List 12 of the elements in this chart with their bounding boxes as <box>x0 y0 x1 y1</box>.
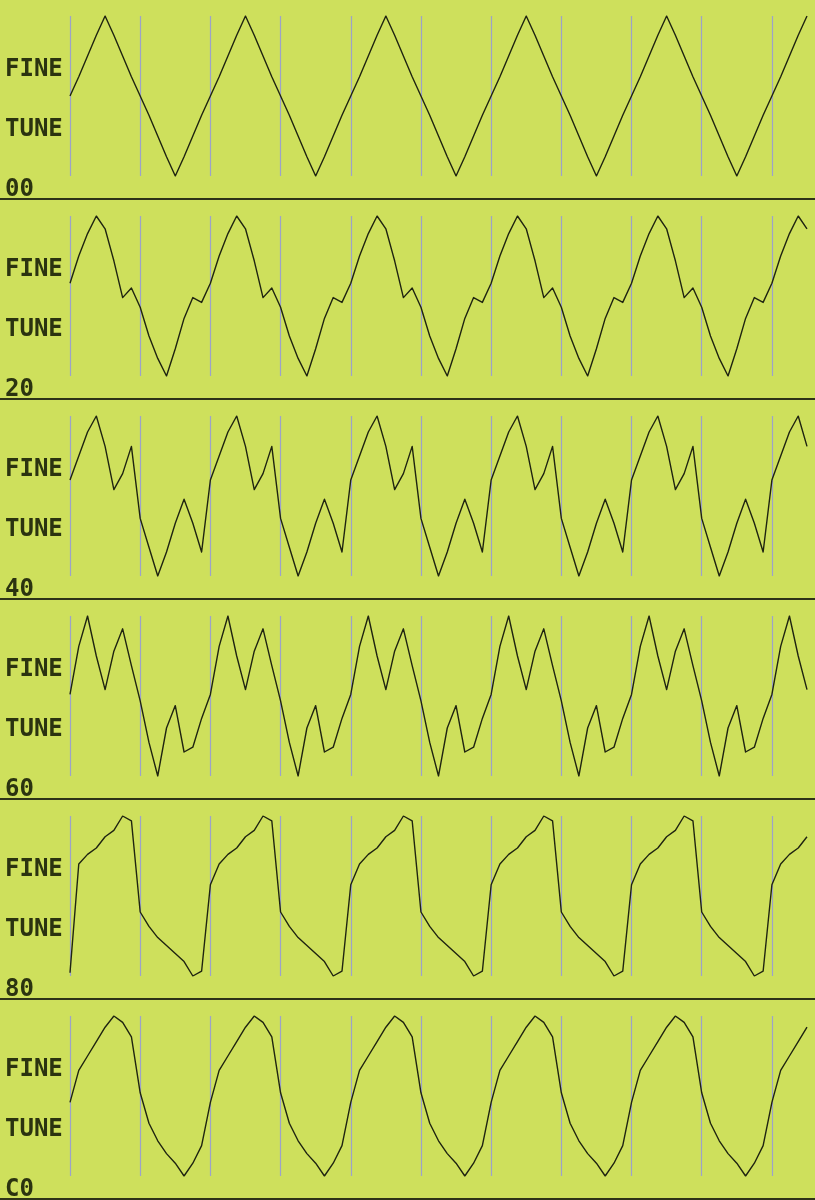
text: C0 <box>5 1174 34 1200</box>
chart-title: FINE TUNE <box>5 54 63 142</box>
chart-title: FINE TUNE <box>5 454 63 542</box>
chart-title: FINE TUNE <box>5 854 63 942</box>
chart-title: FINE TUNE <box>5 654 63 742</box>
text: 80 <box>5 974 34 1002</box>
text: 60 <box>5 774 34 802</box>
text: 20 <box>5 374 34 402</box>
chart-title: FINE TUNE <box>5 254 63 342</box>
text: 40 <box>5 574 34 602</box>
text: 00 <box>5 174 34 202</box>
chart-title: FINE TUNE <box>5 1054 63 1142</box>
